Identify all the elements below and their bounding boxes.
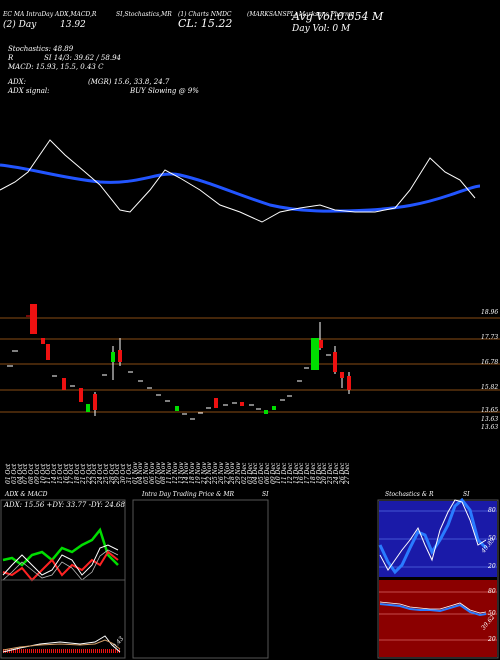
price-label-7: 13.63	[481, 424, 499, 431]
candle	[79, 388, 83, 402]
stoch-axis-50: 50	[488, 535, 496, 542]
candle	[175, 406, 179, 411]
price-label-2: 17.73	[481, 334, 499, 341]
moving-average-line	[0, 163, 481, 213]
stoch-rsi-title: Stochastics & R	[385, 491, 434, 498]
candle	[30, 304, 37, 334]
adx-readout: (MGR) 15.6, 33.8, 24.7	[88, 78, 170, 86]
rsi-signal-line	[379, 601, 487, 614]
intraday-title-2: SI	[262, 491, 269, 498]
intraday-title: Intra Day Trading Price & MR	[142, 491, 235, 498]
candles	[7, 304, 351, 420]
stoch-axis-20: 20	[488, 563, 496, 570]
price-label-6: 13.63	[481, 416, 499, 423]
candle	[272, 406, 276, 410]
adx-line-2	[2, 549, 119, 581]
candle	[340, 372, 344, 378]
candle	[333, 352, 337, 372]
stochastics-readout: Stochastics: 48.89	[8, 45, 74, 53]
close-price: CL: 15.22	[178, 17, 233, 30]
adx-macd-title: ADX & MACD	[5, 491, 48, 498]
intraday-panel	[132, 499, 269, 659]
rsi-axis-80: 80	[488, 588, 496, 595]
candle	[62, 378, 66, 390]
macd-signal-line	[2, 639, 121, 651]
price-label-3: 16.78	[481, 359, 499, 366]
candle	[347, 376, 351, 390]
adx-line	[2, 544, 119, 576]
adx-minus-di-line	[2, 550, 119, 582]
candle	[264, 410, 268, 414]
candle	[41, 338, 45, 344]
header-title-right: (MARKSANSPL) Marksans Pharma	[247, 11, 355, 18]
adx-macd-panel	[0, 499, 126, 659]
stochastics-d-line	[379, 499, 487, 571]
adx-panel-readout: ADX: 15.56 +DY: 33.77 -DY: 24.68	[4, 501, 125, 509]
adx-plus-di-line	[2, 527, 119, 567]
price-label-4: 15.82	[481, 384, 499, 391]
rsi-line	[379, 603, 487, 617]
candle	[319, 340, 323, 348]
price-line	[0, 139, 476, 223]
header-title-mid: SI,Stochastics,MR	[116, 11, 172, 18]
stoch-rsi-panel	[377, 499, 499, 659]
day-value: 13.92	[60, 20, 86, 30]
price-label-5: 13.65	[481, 407, 499, 414]
stochastics-k-line	[378, 497, 488, 575]
candle	[93, 394, 97, 410]
date-label: 27 Dec	[344, 462, 352, 484]
candle	[111, 352, 115, 362]
day-label: (2) Day	[3, 20, 37, 30]
macd-readout: MACD: 15.93, 15.5, 0.43 C	[8, 63, 104, 71]
rsi-label: R	[8, 54, 14, 62]
candle	[86, 404, 90, 412]
adx-label: ADX:	[8, 78, 27, 86]
rsi-axis-20: 20	[488, 636, 496, 643]
candle	[240, 402, 244, 406]
candle	[311, 338, 319, 370]
rsi-bg	[379, 580, 497, 657]
stoch-axis-80: 80	[488, 507, 496, 514]
stoch-rsi-title-2: SI	[463, 491, 470, 498]
header-title-left: EC MA IntraDay ADX,MACD,R	[3, 11, 97, 18]
candle	[46, 344, 50, 360]
avg-volume: Avg Vol:0.654 M	[292, 10, 384, 23]
rsi-axis-50: 50	[488, 610, 496, 617]
day-volume: Day Vol: 0 M	[292, 24, 351, 34]
candle	[214, 398, 218, 408]
adx-signal-label: ADX signal:	[8, 87, 50, 95]
adx-signal: BUY Slowing @ 9%	[130, 87, 199, 95]
price-label-1: 18.96	[481, 309, 499, 316]
header-title-mid2: (1) Charts NMDC	[178, 11, 232, 18]
rsi-readout: SI 14/3: 39.62 / 58.94	[44, 54, 121, 62]
candle	[118, 350, 122, 362]
